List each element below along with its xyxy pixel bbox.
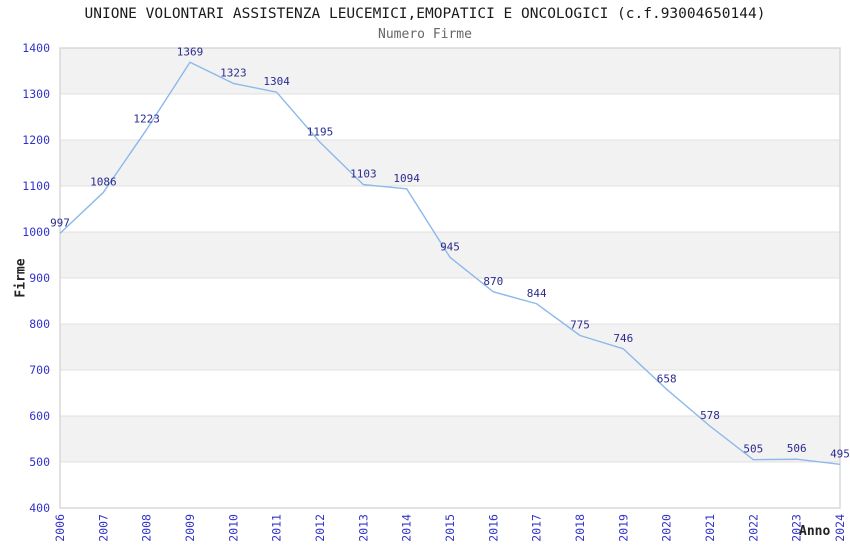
x-tick-label: 2014 <box>400 514 414 542</box>
x-tick-label: 2022 <box>746 514 760 542</box>
grid-band <box>60 186 840 232</box>
x-tick-label: 2013 <box>356 514 370 542</box>
data-point-label: 844 <box>527 287 547 300</box>
y-tick-label: 900 <box>29 271 50 285</box>
x-tick-label: 2017 <box>530 514 544 542</box>
grid-band <box>60 232 840 278</box>
y-tick-label: 1000 <box>22 225 50 239</box>
grid-band <box>60 416 840 462</box>
y-tick-label: 800 <box>29 317 50 331</box>
grid-band <box>60 370 840 416</box>
data-point-label: 870 <box>483 275 503 288</box>
data-point-label: 578 <box>700 409 720 422</box>
x-tick-label: 2019 <box>616 514 630 542</box>
x-tick-label: 2021 <box>703 514 717 542</box>
x-tick-label: 2010 <box>226 514 240 542</box>
x-tick-label: 2020 <box>660 514 674 542</box>
x-tick-label: 2008 <box>140 514 154 542</box>
data-point-label: 775 <box>570 319 590 332</box>
x-tick-label: 2012 <box>313 514 327 542</box>
y-tick-label: 1300 <box>22 87 50 101</box>
x-tick-label: 2009 <box>183 514 197 542</box>
data-point-label: 658 <box>657 372 677 385</box>
grid-band <box>60 278 840 324</box>
data-point-label: 505 <box>743 443 763 456</box>
y-tick-label: 700 <box>29 363 50 377</box>
grid-band <box>60 462 840 508</box>
data-point-label: 1086 <box>90 175 117 188</box>
x-axis-title: Anno <box>799 524 831 539</box>
y-tick-label: 1200 <box>22 133 50 147</box>
data-point-label: 1223 <box>133 112 160 125</box>
x-tick-label: 2024 <box>833 514 847 542</box>
x-tick-label: 2016 <box>486 514 500 542</box>
data-point-label: 1304 <box>263 75 290 88</box>
chart-subtitle: Numero Firme <box>378 27 472 42</box>
y-tick-label: 1400 <box>22 41 50 55</box>
data-point-label: 945 <box>440 240 460 253</box>
data-point-label: 1369 <box>177 45 204 58</box>
grid-band <box>60 94 840 140</box>
y-tick-label: 400 <box>29 501 50 515</box>
data-point-label: 506 <box>787 442 807 455</box>
data-line <box>59 61 841 465</box>
data-point-label: 495 <box>830 447 850 460</box>
y-axis-title: Firme <box>13 258 29 298</box>
y-tick-label: 500 <box>29 455 50 469</box>
y-tick-label: 1100 <box>22 179 50 193</box>
grid-band <box>60 48 840 94</box>
x-tick-label: 2015 <box>443 514 457 542</box>
data-point-label: 997 <box>50 216 70 229</box>
y-tick-label: 600 <box>29 409 50 423</box>
grid-band <box>60 324 840 370</box>
data-point-label: 1103 <box>350 168 377 181</box>
x-tick-label: 2011 <box>270 514 284 542</box>
x-tick-label: 2006 <box>53 514 67 542</box>
x-tick-label: 2007 <box>96 514 110 542</box>
data-point-label: 1094 <box>393 172 420 185</box>
data-point-label: 746 <box>613 332 633 345</box>
data-point-label: 1195 <box>307 125 334 138</box>
x-tick-label: 2018 <box>573 514 587 542</box>
chart-title: UNIONE VOLONTARI ASSISTENZA LEUCEMICI,EM… <box>84 6 766 22</box>
plot-border <box>59 47 841 509</box>
x-tick-label: 2023 <box>790 514 804 542</box>
data-point-label: 1323 <box>220 66 247 79</box>
grid-band <box>60 140 840 186</box>
